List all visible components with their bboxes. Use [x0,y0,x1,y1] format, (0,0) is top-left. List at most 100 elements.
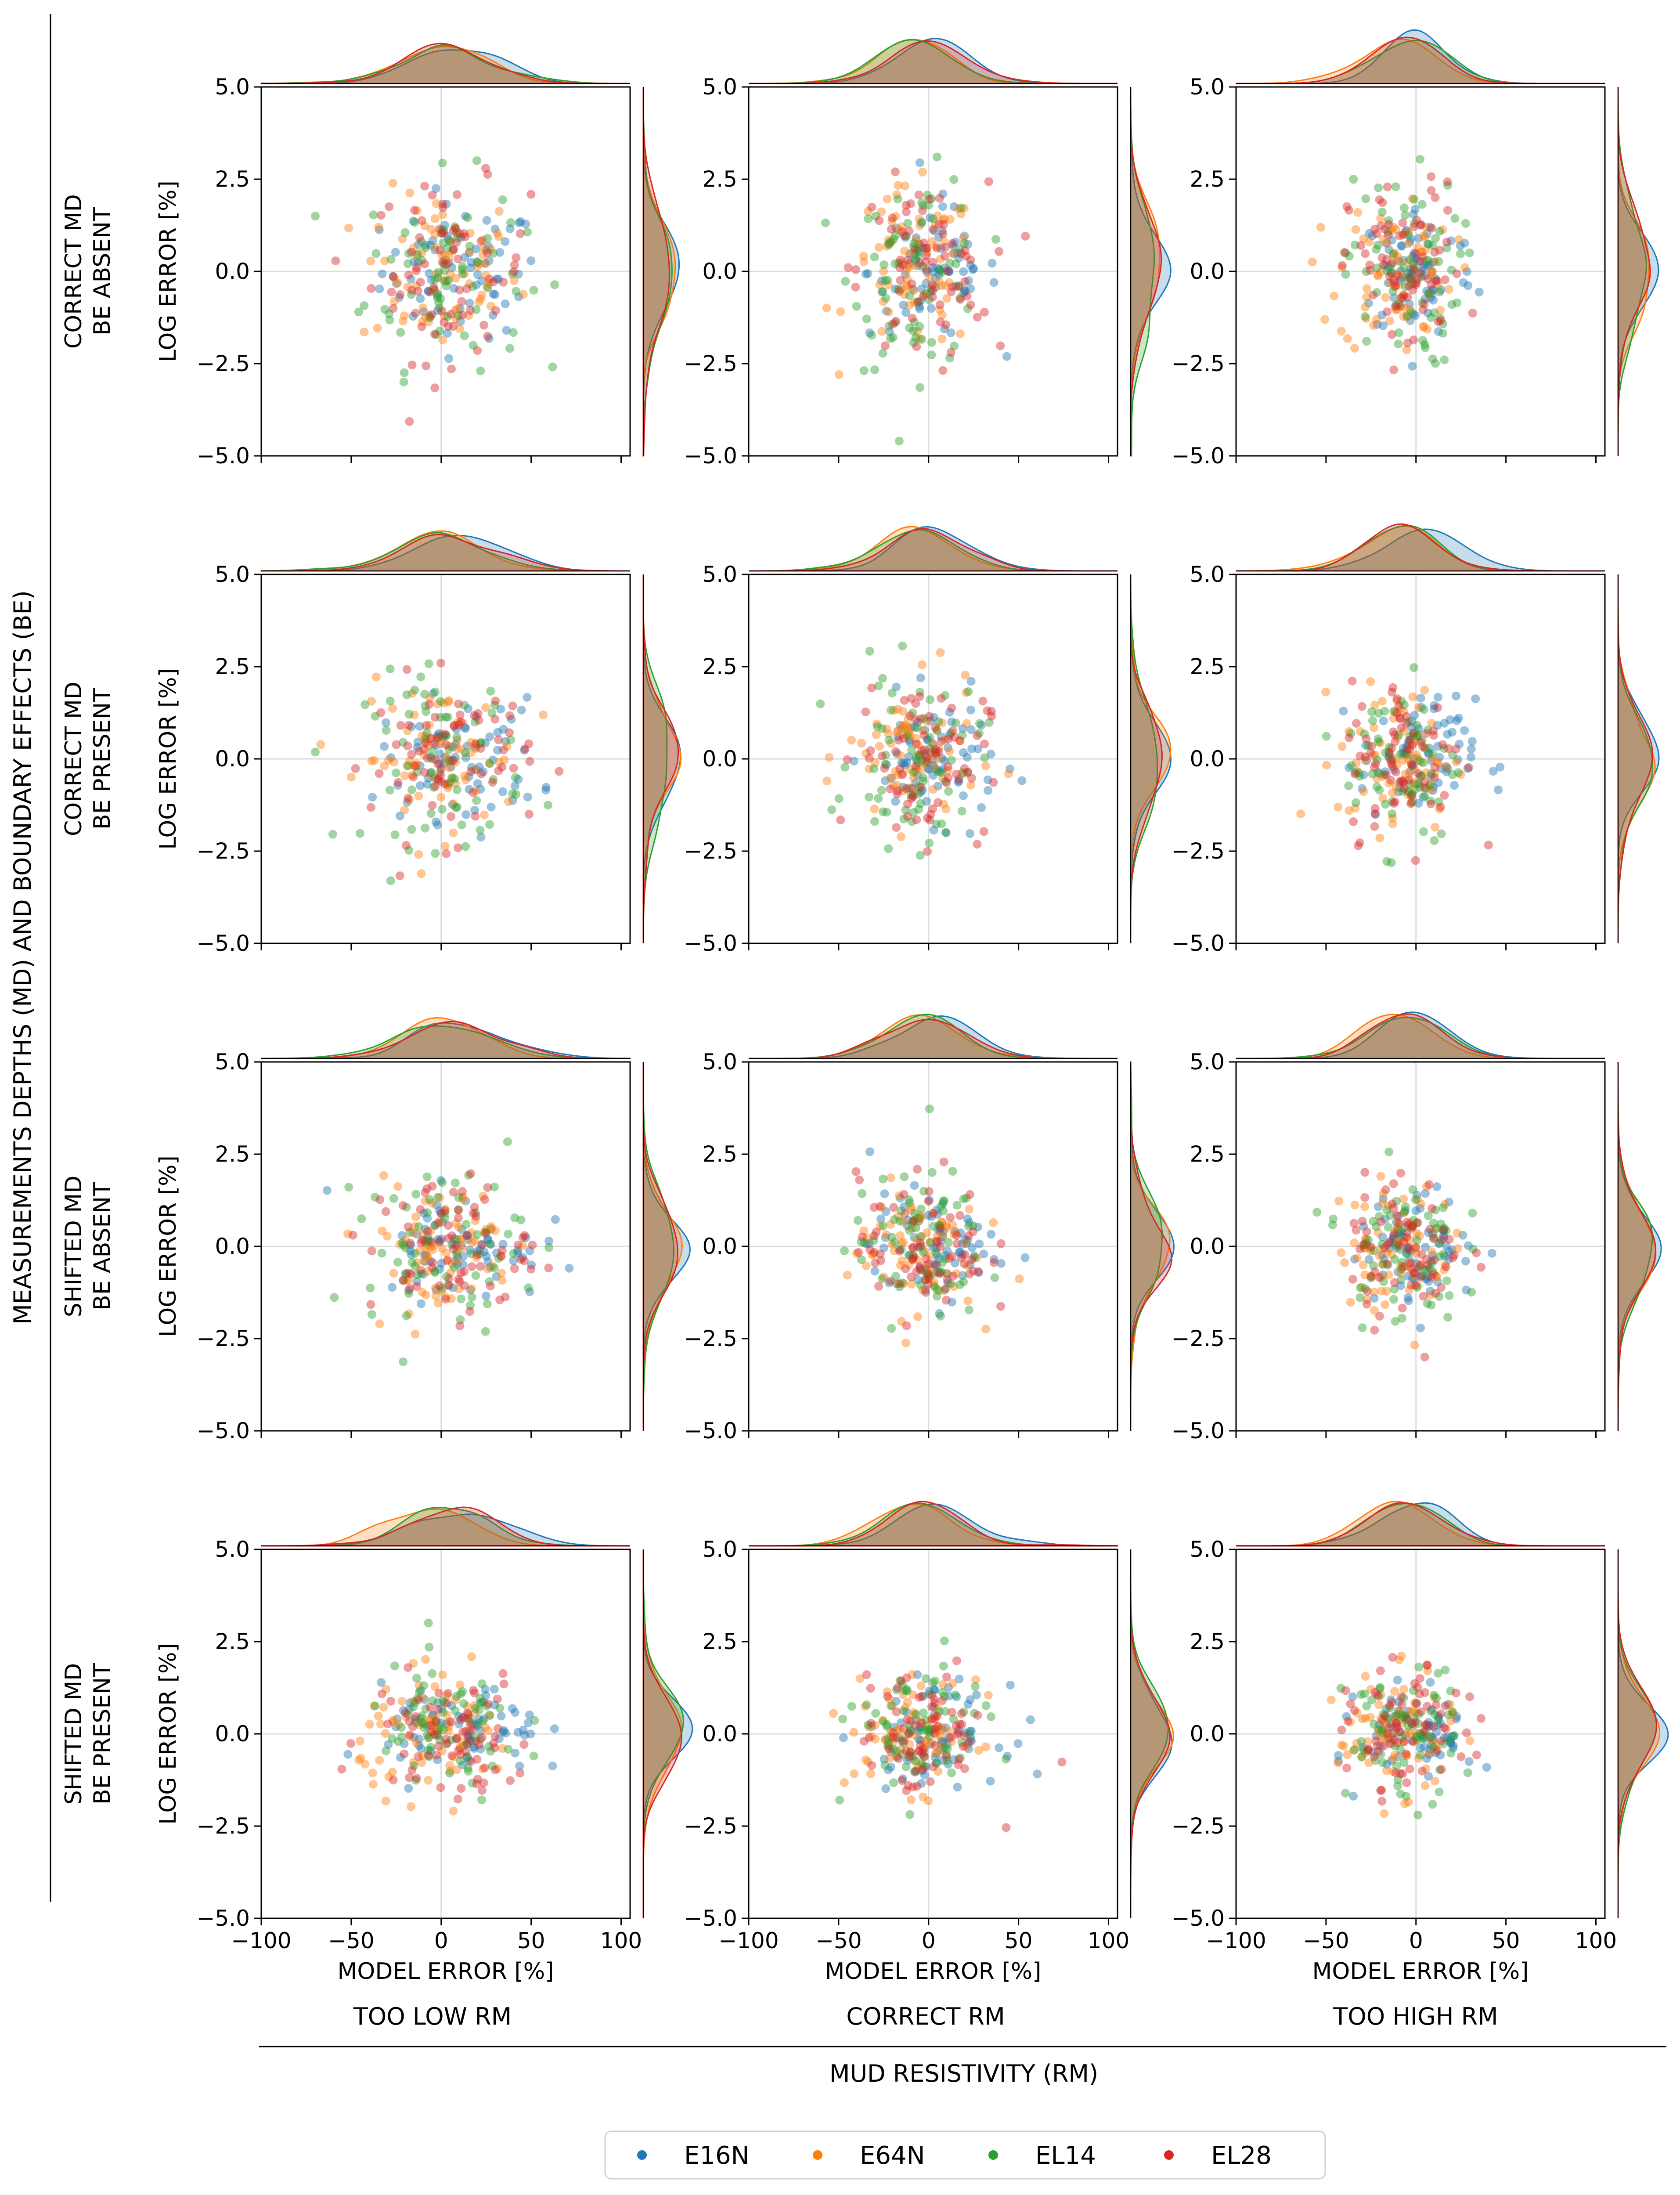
point-e64n [1382,1766,1391,1776]
legend: E16N E64N EL14 EL28 [604,2130,1326,2180]
point-el14 [524,1283,533,1292]
point-el14 [440,277,450,286]
point-e16n [1381,767,1390,776]
point-e16n [865,1147,874,1156]
point-e16n [1425,223,1435,231]
point-e64n [424,1776,433,1785]
point-e16n [1414,799,1423,808]
point-el28 [1405,744,1414,754]
point-e64n [904,728,913,737]
point-e64n [922,717,931,726]
x-tick-label: 100 [1088,1928,1129,1953]
point-el14 [903,219,912,228]
point-el28 [960,1764,969,1773]
point-el28 [509,764,518,773]
legend-marker-el14 [988,2150,998,2160]
point-e64n [905,262,914,271]
point-el14 [853,1216,862,1225]
point-el14 [1381,748,1390,757]
y-tick-label: −5.0 [197,931,250,956]
point-e16n [428,236,437,245]
point-el28 [1361,249,1370,258]
point-el28 [396,721,405,730]
point-el28 [927,1702,936,1711]
point-e64n [442,1248,451,1257]
point-el28 [485,274,494,284]
y-tick-label: −2.5 [1172,1813,1225,1839]
point-e64n [1366,677,1375,686]
point-el28 [923,813,932,823]
point-e16n [461,1196,470,1206]
point-el28 [1391,737,1400,747]
point-e64n [934,277,944,286]
point-e64n [909,773,918,783]
point-el14 [912,723,922,732]
legend-label-e64n: E64N [860,2141,925,2170]
point-el14 [986,1712,995,1721]
point-el14 [423,1208,432,1217]
point-e16n [440,753,450,762]
point-e16n [963,753,972,762]
point-e16n [921,1285,930,1295]
point-el28 [449,245,458,254]
point-e64n [896,284,905,293]
point-el14 [476,366,485,375]
point-el14 [1410,785,1420,794]
point-el28 [1404,736,1413,745]
point-e16n [465,1246,475,1255]
point-el28 [1411,856,1420,865]
point-e64n [479,1228,489,1237]
point-e64n [1405,770,1414,779]
point-e64n [898,722,908,731]
point-el14 [435,326,444,336]
point-el14 [1360,729,1369,738]
point-el14 [508,789,517,798]
point-el14 [1374,734,1383,744]
point-el14 [401,1269,410,1278]
point-e64n [906,732,915,741]
point-el28 [922,752,931,761]
point-el28 [443,1256,452,1265]
point-e64n [915,751,924,761]
x-tick-label: −50 [328,1928,375,1953]
point-el28 [1399,290,1408,300]
point-el28 [900,1209,909,1218]
point-e64n [381,1796,390,1805]
point-e64n [470,1236,479,1246]
point-el14 [1436,314,1445,323]
point-el28 [1403,338,1412,347]
point-e16n [463,1235,472,1244]
point-e16n [927,304,936,313]
point-el28 [438,199,447,209]
point-e64n [479,810,489,820]
point-el14 [1442,1276,1451,1285]
point-el28 [1382,1259,1392,1268]
point-el14 [1384,743,1394,752]
point-e64n [467,1652,476,1661]
point-el28 [861,708,870,716]
kde-right-el28 [1130,1062,1172,1431]
point-el28 [437,307,447,316]
point-el14 [1388,287,1398,296]
point-e16n [953,248,963,257]
point-el14 [951,718,960,728]
point-el14 [1350,240,1359,249]
point-e16n [433,289,442,298]
point-e16n [905,736,914,745]
point-e64n [870,804,879,813]
point-e16n [911,778,920,787]
point-el14 [485,1277,494,1286]
point-el14 [1449,1731,1459,1740]
point-el14 [928,214,937,224]
point-el28 [1369,290,1377,300]
point-e16n [901,270,910,279]
point-e16n [937,754,947,763]
point-el28 [395,871,404,881]
point-e64n [368,1769,377,1777]
point-e16n [1406,238,1414,247]
point-el28 [1442,1724,1451,1733]
point-e64n [498,1276,507,1285]
point-e64n [412,282,421,291]
point-e64n [373,324,382,333]
point-el28 [1377,1716,1387,1725]
